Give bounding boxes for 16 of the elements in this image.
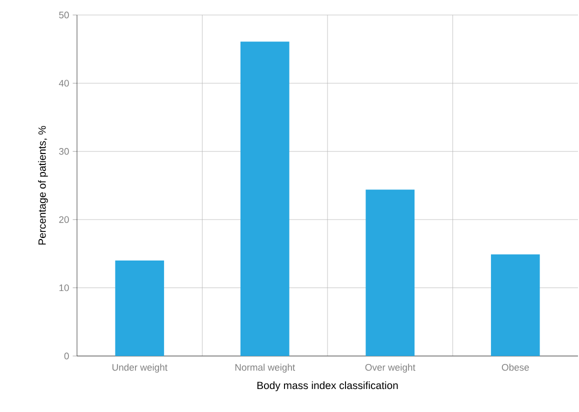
x-tick-label: Over weight: [365, 364, 416, 373]
bar: [490, 254, 540, 356]
x-tick-label: Normal weight: [235, 364, 296, 373]
y-tick-label: 40: [58, 80, 69, 87]
y-tick-label: 50: [59, 12, 69, 18]
y-tick-label: 0: [64, 352, 69, 360]
y-tick-label: 20: [59, 216, 69, 223]
bar: [366, 190, 415, 356]
x-tick-label: Obese: [502, 364, 529, 371]
y-axis-title: Percentage of patients, %: [38, 126, 48, 245]
y-tick-label: 30: [59, 148, 69, 155]
x-tick-label: Under weight: [112, 364, 168, 373]
x-axis-title: Body mass index classification: [257, 381, 398, 392]
bar: [240, 42, 290, 356]
bar: [115, 260, 164, 356]
y-tick-label: 10: [59, 284, 69, 292]
